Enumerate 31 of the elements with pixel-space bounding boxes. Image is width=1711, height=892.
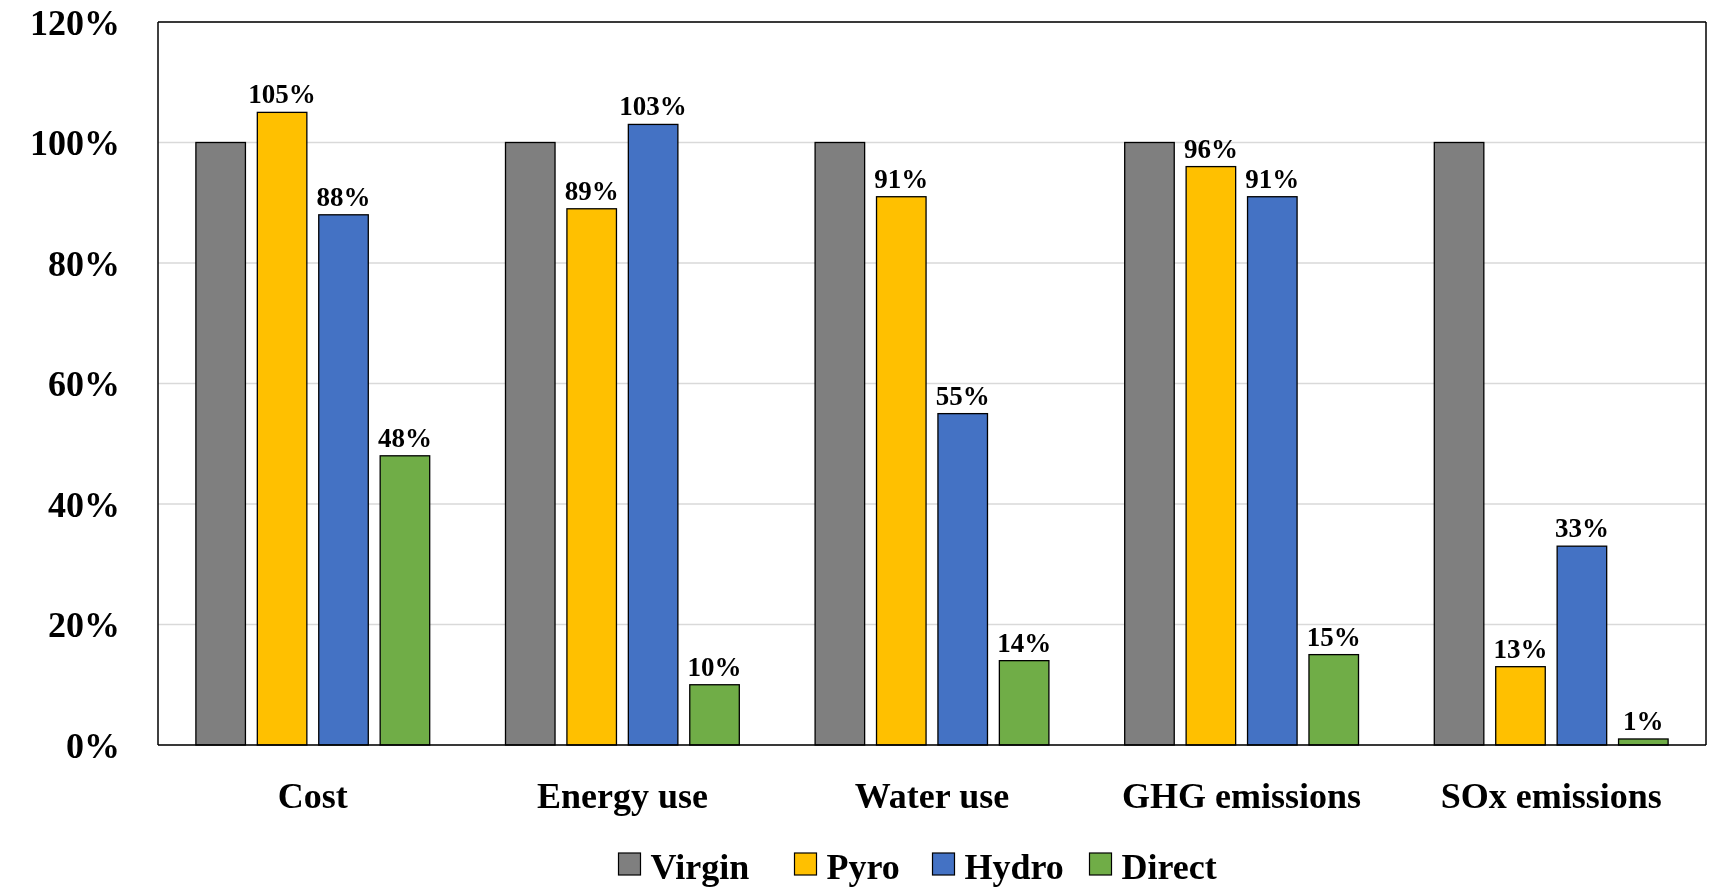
legend-label: Direct <box>1121 846 1217 887</box>
y-tick-label: 60% <box>48 364 120 405</box>
legend-label: Hydro <box>964 846 1064 887</box>
y-tick-label: 40% <box>48 484 120 525</box>
data-label: 48% <box>377 422 432 453</box>
y-tick-label: 100% <box>30 123 120 164</box>
data-label: 105% <box>248 79 316 110</box>
data-label: 96% <box>1183 133 1238 164</box>
legend-label: Pyro <box>826 846 900 887</box>
x-tick-label: SOx emissions <box>1440 776 1662 816</box>
data-label: 13% <box>1493 633 1548 664</box>
data-label: 15% <box>1306 621 1361 652</box>
data-label: 10% <box>687 651 742 682</box>
x-tick-label: GHG emissions <box>1122 776 1362 816</box>
data-label: 55% <box>935 380 990 411</box>
data-label: 89% <box>564 175 619 206</box>
y-tick-label: 20% <box>48 605 120 646</box>
y-tick-label: 0% <box>66 725 120 766</box>
y-tick-label: 120% <box>30 2 120 43</box>
data-label: 14% <box>997 627 1052 658</box>
data-label: 103% <box>619 91 687 122</box>
data-label: 91% <box>1245 163 1300 194</box>
y-tick-label: 80% <box>48 243 120 284</box>
data-label: 91% <box>874 163 929 194</box>
x-tick-label: Energy use <box>536 776 708 816</box>
data-label: 33% <box>1554 513 1609 544</box>
x-tick-label: Cost <box>277 776 348 816</box>
data-label: 88% <box>316 181 371 212</box>
legend-label: Virgin <box>650 846 750 887</box>
data-label: 1% <box>1623 705 1664 736</box>
x-tick-label: Water use <box>854 776 1010 816</box>
